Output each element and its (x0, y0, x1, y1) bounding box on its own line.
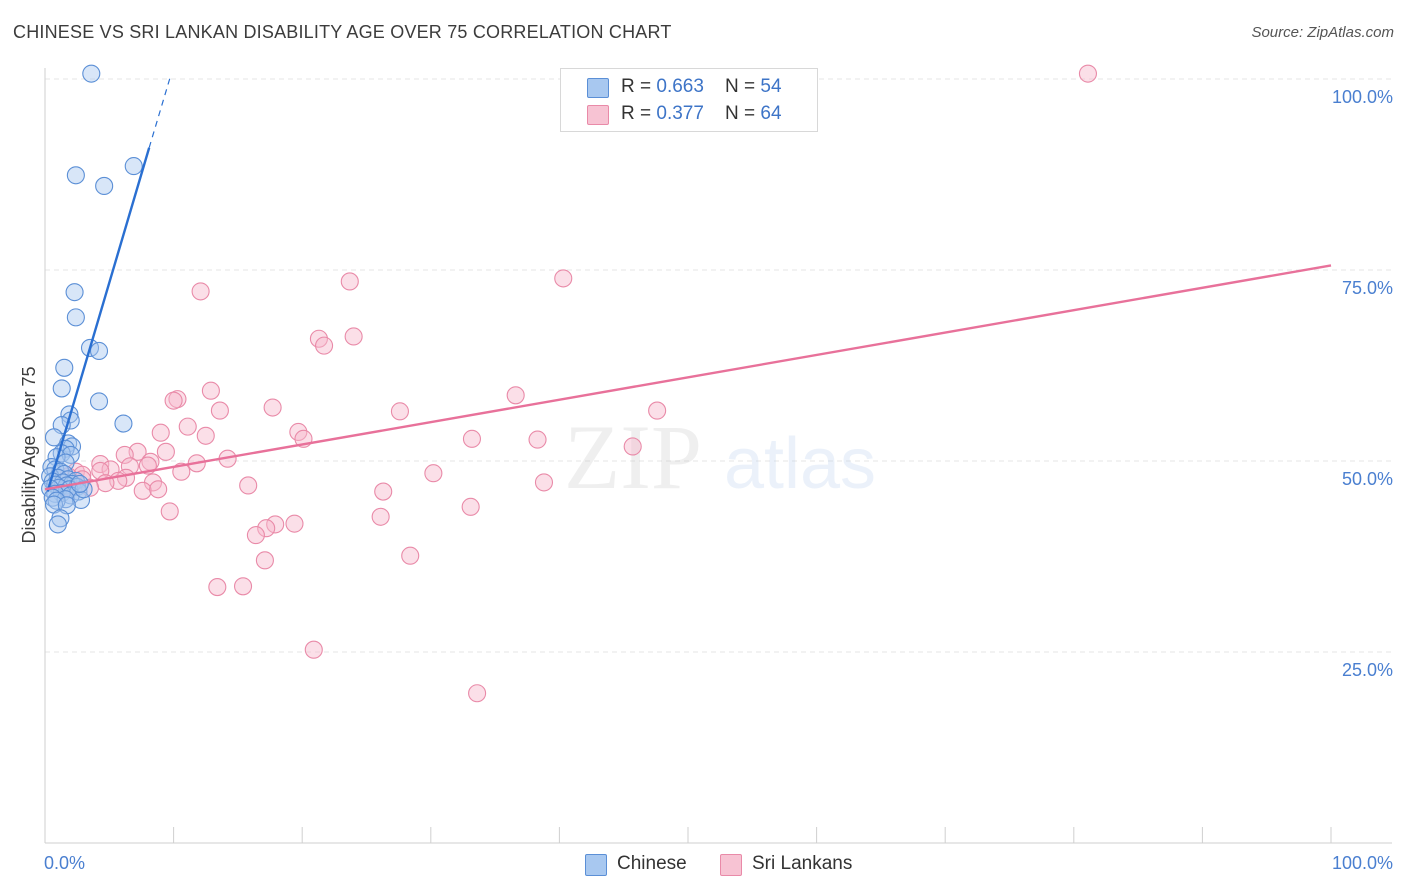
srilankan-point (1078, 64, 1097, 83)
srilankan-point (164, 391, 183, 410)
srilankan-point (534, 473, 554, 492)
watermark: ZIP atlas (564, 406, 876, 508)
y-tick-labels: 25.0% 50.0% 75.0% 100.0% (1332, 87, 1393, 680)
srilankan-point (401, 546, 420, 565)
chinese-point (124, 157, 143, 176)
x-tick-label-max: 100.0% (1332, 853, 1393, 873)
legend-text-srilankan: R = 0.377 N = 64 (621, 103, 782, 125)
legend-swatch-srilankan (587, 105, 609, 125)
y-tick-label: 100.0% (1332, 87, 1393, 107)
srilankan-point (255, 551, 274, 570)
source-label: Source: ZipAtlas.com (1251, 24, 1394, 41)
srilankan-point (371, 507, 390, 526)
bottom-legend-swatch-chinese (585, 854, 607, 876)
srilankan-point (115, 445, 134, 464)
watermark-atlas: atlas (724, 424, 876, 504)
chinese-point (66, 308, 85, 327)
srilankan-point (340, 272, 359, 291)
y-tick-label: 50.0% (1342, 469, 1393, 489)
srilankan-point (506, 386, 525, 405)
srilankan-point (263, 398, 282, 417)
chinese-point (56, 490, 75, 509)
srilankan-point (91, 455, 110, 474)
srilankan-point (461, 497, 480, 516)
srilankan-point (196, 426, 215, 445)
legend-r-value-chinese: 0.663 (656, 76, 704, 97)
srilankan-point (210, 401, 229, 420)
bottom-legend-swatch-srilankan (720, 854, 742, 876)
srilankan-trendline (44, 264, 1332, 491)
srilankan-point (239, 476, 258, 495)
srilankan-point (266, 515, 285, 534)
srilankan-point (374, 482, 393, 501)
legend-r-label: R = (621, 103, 657, 124)
chinese-point (55, 358, 74, 377)
srilankan-point (201, 381, 220, 400)
chart-title: CHINESE VS SRI LANKAN DISABILITY AGE OVE… (13, 22, 672, 42)
chinese-trendline-extension (148, 74, 172, 148)
srilankan-point (462, 429, 482, 448)
srilankan-point (304, 640, 323, 659)
legend-n-value-chinese: 54 (760, 76, 782, 97)
srilankan-point (191, 282, 210, 301)
srilankan-point (315, 336, 334, 355)
srilankan-point (344, 327, 363, 346)
srilankan-point (648, 401, 667, 420)
chinese-trendline (46, 147, 151, 492)
chinese-point (82, 64, 101, 83)
srilankan-point (257, 519, 276, 538)
bottom-legend-label-srilankan: Sri Lankans (752, 853, 853, 874)
srilankan-point (390, 402, 409, 421)
grid-lines (45, 78, 1392, 653)
bottom-legend-label-chinese: Chinese (617, 853, 687, 874)
srilankan-point (285, 514, 304, 533)
x-tick-labels: 0.0% 100.0% (44, 853, 1393, 873)
srilankan-point (178, 417, 197, 436)
srilankan-point (149, 480, 168, 499)
srilankan-point (208, 578, 227, 597)
srilankan-point (424, 464, 443, 483)
srilankan-point (151, 423, 170, 442)
chinese-point (48, 515, 67, 534)
y-tick-label: 75.0% (1342, 278, 1393, 298)
chinese-point (89, 341, 109, 361)
correlation-legend: R = 0.663 N = 54 R = 0.377 N = 64 (560, 68, 818, 132)
srilankan-point (160, 502, 179, 521)
legend-r-label: R = (621, 76, 657, 97)
chinese-point (89, 392, 109, 411)
chinese-point (52, 379, 71, 398)
srilankan-point (133, 481, 152, 500)
srilankan-point (468, 684, 487, 703)
axes (44, 68, 1392, 844)
chinese-point (65, 283, 84, 302)
legend-r-value-srilankan: 0.377 (656, 103, 704, 124)
legend-swatch-chinese (587, 78, 609, 98)
srilankan-point (233, 577, 253, 596)
trend-lines (44, 74, 1332, 492)
srilankan-point (623, 437, 642, 456)
legend-n-value-srilankan: 64 (760, 103, 782, 124)
legend-n-label: N = (725, 103, 761, 124)
chinese-point (95, 176, 114, 196)
chinese-point (71, 490, 91, 510)
x-tick-label-min: 0.0% (44, 853, 85, 873)
chinese-point (114, 414, 133, 433)
y-tick-label: 25.0% (1342, 660, 1393, 680)
srilankan-points (59, 64, 1097, 703)
srilankan-point (554, 269, 573, 288)
srilankan-point (528, 430, 547, 449)
srilankan-point (246, 526, 265, 545)
y-axis-label: Disability Age Over 75 (19, 366, 39, 543)
chinese-point (66, 166, 85, 185)
watermark-zip: ZIP (564, 406, 702, 508)
legend-text-chinese: R = 0.663 N = 54 (621, 76, 782, 98)
srilankan-point (156, 442, 175, 461)
legend-n-label: N = (725, 76, 761, 97)
